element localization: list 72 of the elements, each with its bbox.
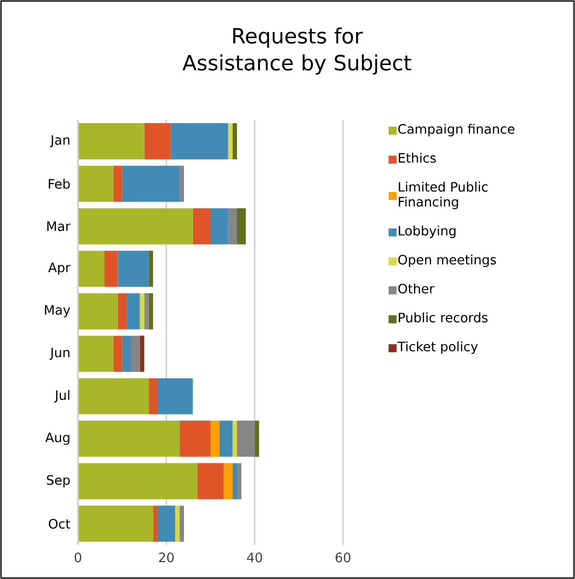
y-tick-label: Jan <box>50 135 70 148</box>
bar <box>78 166 114 202</box>
bar <box>232 463 237 500</box>
bar <box>180 166 184 202</box>
bar <box>118 293 127 330</box>
y-tick-label: Aug <box>45 432 70 445</box>
bar <box>210 208 228 244</box>
bar <box>228 208 237 244</box>
y-tick-label: Mar <box>47 221 70 232</box>
chart-title: Requests for Assistance by Subject <box>182 28 412 75</box>
bar <box>78 506 154 542</box>
bar <box>219 420 233 457</box>
bar <box>78 420 180 457</box>
bar <box>78 293 118 330</box>
bar <box>153 506 158 542</box>
x-tick-label: 60 <box>336 552 350 562</box>
bar <box>237 463 242 500</box>
bar <box>78 463 198 500</box>
y-tick-label: Feb <box>48 178 70 189</box>
bar <box>78 336 114 372</box>
bar <box>148 250 154 287</box>
bar <box>113 166 122 202</box>
legend-label: Limited Public Financing <box>398 182 488 210</box>
bar <box>144 293 149 330</box>
bar <box>180 506 184 542</box>
bar <box>78 378 149 414</box>
y-tick-label: Sep <box>46 475 70 488</box>
bar <box>113 336 122 372</box>
x-tick-label: 0 <box>74 552 82 562</box>
bar <box>148 293 154 330</box>
bar <box>224 463 233 500</box>
legend-label: Public records <box>398 312 488 322</box>
bar <box>237 208 246 244</box>
bar <box>232 420 237 457</box>
bar <box>175 506 180 542</box>
x-tick-label: 20 <box>159 552 174 562</box>
bar <box>104 250 118 287</box>
bar <box>170 123 228 160</box>
bar <box>158 378 193 414</box>
bar <box>122 166 180 202</box>
legend-label: Lobbying <box>398 226 456 238</box>
bar <box>158 506 176 542</box>
bar <box>78 208 193 244</box>
bar <box>140 336 144 372</box>
legend-label: Other <box>398 283 434 294</box>
bar <box>180 420 210 457</box>
bar <box>144 123 171 160</box>
legend-label: Campaign finance <box>398 124 514 136</box>
legend-label: Ticket policy <box>398 341 478 354</box>
legend-label: Open meetings <box>398 254 496 268</box>
bar <box>122 336 131 372</box>
legend-label: Ethics <box>398 152 436 163</box>
y-tick-label: Jul <box>54 390 70 402</box>
bar <box>131 336 140 372</box>
y-tick-label: Jun <box>50 348 70 360</box>
bar <box>237 420 255 457</box>
bar <box>254 420 260 457</box>
bar <box>228 123 233 160</box>
bar <box>192 208 210 244</box>
bar <box>232 123 237 160</box>
bar <box>78 250 104 287</box>
y-tick-label: May <box>44 305 70 318</box>
bar <box>78 123 144 160</box>
bar <box>210 420 220 457</box>
y-tick-label: Oct <box>48 518 70 529</box>
bar <box>197 463 224 500</box>
bar <box>148 378 158 414</box>
x-tick-label: 40 <box>247 552 262 562</box>
bar <box>126 293 140 330</box>
bar <box>140 293 144 330</box>
y-tick-label: Apr <box>48 262 70 275</box>
bar <box>118 250 149 287</box>
